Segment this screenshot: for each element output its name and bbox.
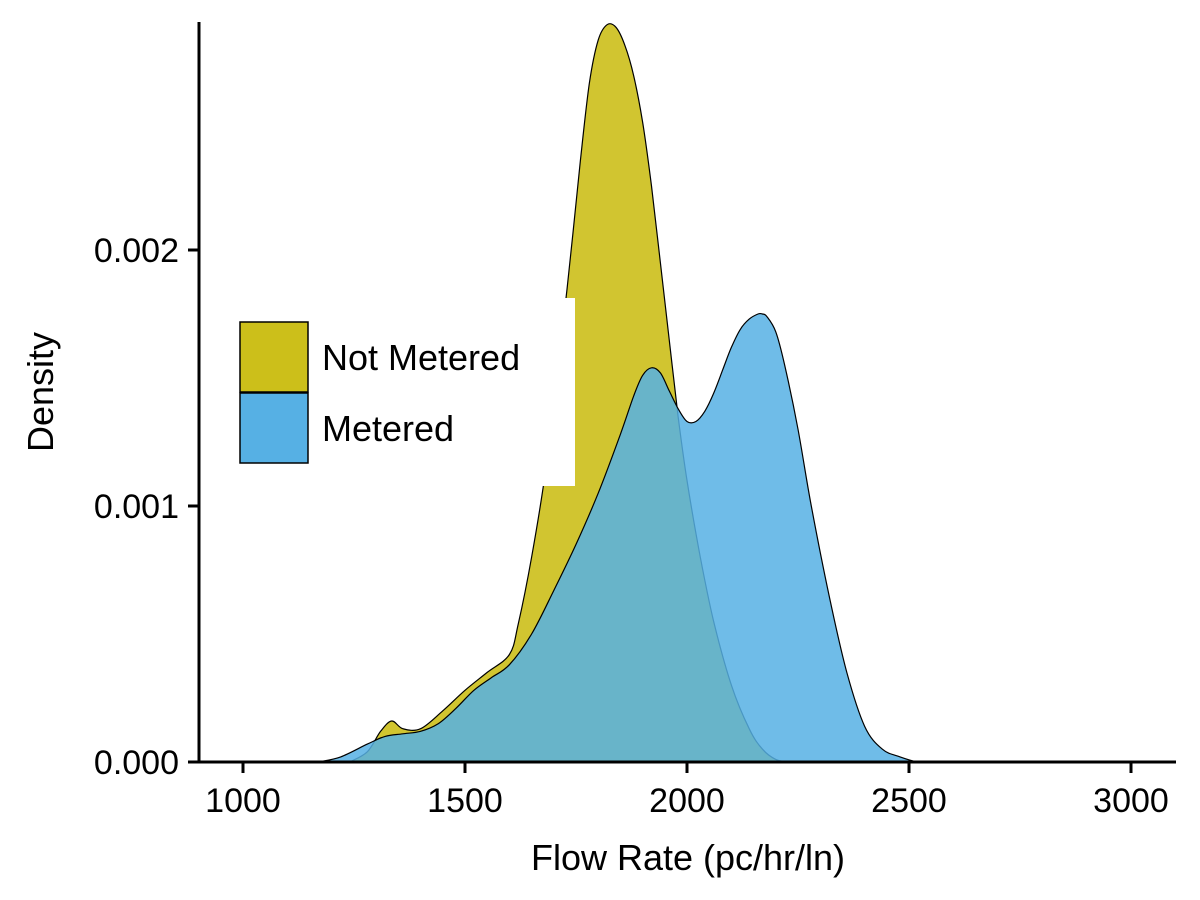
y-axis-title: Density (20, 332, 61, 452)
legend-label-metered: Metered (322, 408, 454, 449)
y-tick-label: 0.001 (94, 488, 179, 526)
density-area-metered (318, 312, 936, 763)
legend: Not Metered Metered (228, 298, 575, 486)
x-axis-title: Flow Rate (pc/hr/ln) (531, 837, 845, 878)
legend-key-not-metered (239, 321, 309, 393)
x-tick-label: 3000 (1093, 782, 1169, 820)
x-tick-label: 1000 (205, 782, 281, 820)
legend-key-metered (239, 392, 309, 464)
x-ticks: 1000 1500 2000 2500 3000 (205, 762, 1169, 820)
y-ticks: 0.000 0.001 0.002 (94, 232, 199, 782)
x-tick-label: 2500 (871, 782, 947, 820)
y-tick-label: 0.002 (94, 232, 179, 270)
x-tick-label: 2000 (649, 782, 725, 820)
y-tick-label: 0.000 (94, 744, 179, 782)
x-tick-label: 1500 (427, 782, 503, 820)
legend-label-not-metered: Not Metered (322, 337, 520, 378)
